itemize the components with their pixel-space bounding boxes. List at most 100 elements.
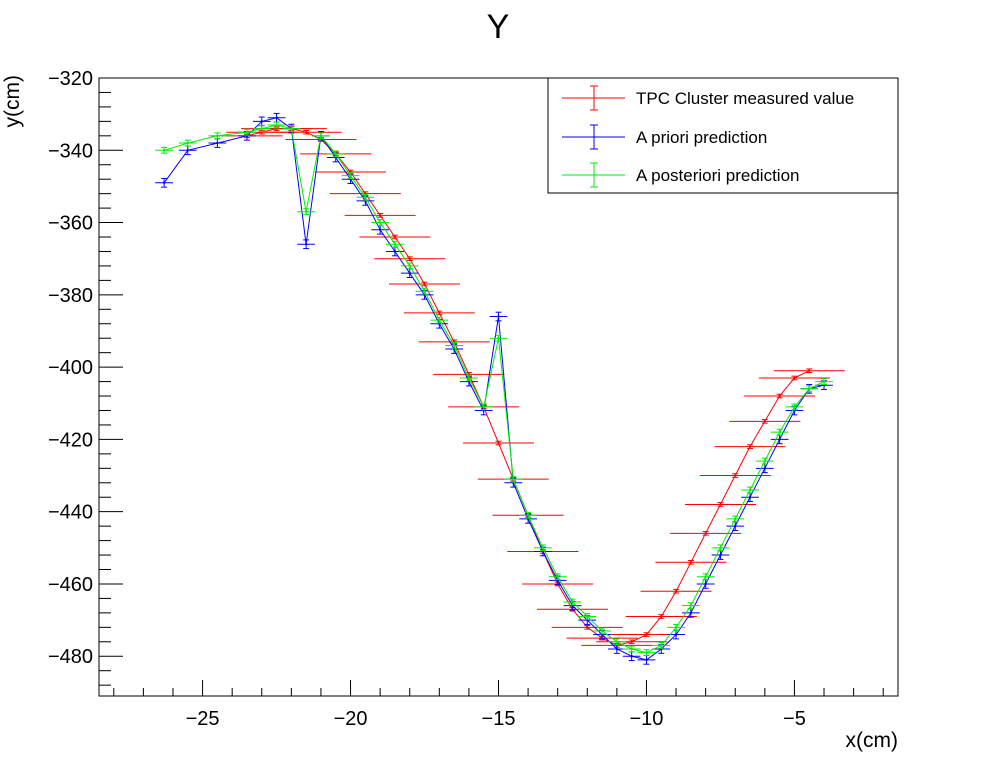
- data-point: [734, 474, 737, 477]
- data-point: [586, 626, 589, 629]
- data-point: [408, 264, 411, 268]
- data-point: [734, 517, 737, 521]
- data-point: [793, 376, 796, 380]
- data-point: [630, 655, 633, 658]
- y-axis-label: y(cm): [1, 75, 24, 127]
- data-point: [674, 633, 678, 636]
- y-tick-label: −380: [48, 285, 93, 307]
- data-point: [378, 214, 382, 217]
- data-point: [704, 532, 707, 535]
- data-point: [162, 149, 166, 152]
- legend-entry-apriori: A priori prediction: [562, 124, 767, 150]
- data-point: [260, 127, 263, 130]
- data-point: [334, 152, 337, 156]
- data-point: [778, 430, 781, 434]
- data-point: [630, 640, 633, 643]
- y-tick-label: −340: [48, 140, 93, 162]
- data-point: [378, 221, 382, 224]
- data-point: [526, 514, 530, 517]
- data-point: [645, 658, 648, 662]
- y-tick-label: −320: [48, 68, 93, 90]
- data-point: [763, 459, 767, 463]
- data-point: [408, 271, 411, 275]
- data-point: [512, 477, 515, 481]
- legend-box: [547, 77, 899, 194]
- data-point: [748, 496, 752, 499]
- data-point: [319, 134, 323, 138]
- data-point: [689, 561, 693, 564]
- data-point: [793, 405, 796, 409]
- series-2: [155, 121, 833, 657]
- data-point: [763, 420, 767, 423]
- data-point: [162, 181, 166, 185]
- data-point: [719, 553, 722, 557]
- legend-entry-aposteriori: A posteriori prediction: [562, 162, 799, 188]
- data-point: [748, 445, 752, 448]
- data-point: [660, 644, 663, 647]
- data-point: [245, 131, 249, 134]
- data-point: [615, 647, 619, 651]
- data-point: [689, 611, 693, 615]
- data-point: [674, 589, 678, 593]
- data-point: [438, 318, 441, 322]
- data-point: [719, 546, 722, 550]
- x-axis: −25 −20 −15 −10 −5: [113, 680, 884, 730]
- data-point: [186, 149, 189, 152]
- y-tick-label: −440: [48, 502, 93, 524]
- data-point: [719, 503, 722, 506]
- data-point: [378, 228, 382, 231]
- data-point: [304, 210, 308, 213]
- data-point: [452, 344, 456, 347]
- data-point: [808, 387, 811, 391]
- data-point: [541, 546, 545, 550]
- y-axis: −320 −340 −360 −380 −400 −420 −440 −460 −480: [48, 68, 123, 686]
- data-point: [689, 604, 693, 607]
- legend-label-measured: TPC Cluster measured value: [636, 89, 854, 108]
- data-point: [423, 282, 426, 286]
- y-tick-label: −480: [48, 646, 93, 668]
- data-point: [364, 196, 367, 199]
- data-point: [660, 615, 663, 618]
- data-point: [290, 127, 293, 130]
- data-point: [216, 134, 219, 138]
- data-point: [304, 243, 308, 246]
- data-point: [349, 174, 352, 177]
- legend: TPC Cluster measured value A priori pred…: [547, 77, 899, 194]
- data-point: [216, 141, 219, 145]
- data-point: [778, 394, 781, 398]
- legend-label-aposteriori: A posteriori prediction: [636, 166, 799, 185]
- data-point: [674, 626, 678, 629]
- data-point: [408, 257, 411, 260]
- data-point: [645, 651, 648, 654]
- data-point: [704, 582, 707, 586]
- data-point: [586, 615, 589, 618]
- y-tick-label: −460: [48, 574, 93, 596]
- data-point: [423, 290, 426, 293]
- data-point: [556, 575, 559, 578]
- data-point: [808, 369, 811, 372]
- x-axis-label: x(cm): [846, 729, 898, 752]
- data-point: [497, 441, 500, 445]
- chart-title: Y: [487, 8, 510, 46]
- data-point: [275, 116, 278, 119]
- series-1: [155, 112, 833, 665]
- data-point: [482, 405, 485, 409]
- x-tick-label: −10: [629, 708, 663, 730]
- x-tick-label: −5: [783, 708, 806, 730]
- data-point: [186, 141, 189, 145]
- data-point: [704, 575, 707, 578]
- data-point: [260, 120, 263, 123]
- y-tick-label: −400: [48, 357, 93, 379]
- data-point: [497, 337, 500, 340]
- data-point: [748, 488, 752, 492]
- x-tick-label: −15: [482, 708, 516, 730]
- data-point: [275, 123, 278, 127]
- data-point: [571, 600, 574, 604]
- x-tick-label: −25: [186, 708, 220, 730]
- legend-label-apriori: A priori prediction: [636, 128, 767, 147]
- data-point: [393, 243, 397, 246]
- legend-entry-measured: TPC Cluster measured value: [562, 85, 854, 111]
- data-point: [304, 131, 308, 134]
- data-point: [497, 315, 500, 318]
